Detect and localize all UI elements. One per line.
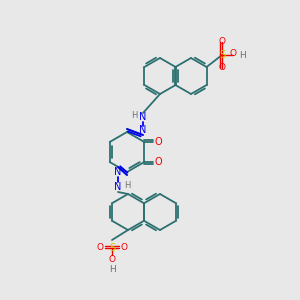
Text: N: N xyxy=(139,112,147,122)
Text: O: O xyxy=(154,137,162,147)
Text: N: N xyxy=(114,182,122,192)
Text: O: O xyxy=(230,49,236,58)
Text: O: O xyxy=(218,64,226,73)
Text: N: N xyxy=(114,167,122,177)
Text: O: O xyxy=(218,38,226,46)
Text: O: O xyxy=(109,256,116,265)
Text: S: S xyxy=(109,243,115,253)
Text: O: O xyxy=(97,244,104,253)
Text: H: H xyxy=(131,112,137,121)
Text: O: O xyxy=(121,244,128,253)
Text: O: O xyxy=(154,157,162,167)
Text: N: N xyxy=(139,125,147,135)
Text: S: S xyxy=(219,50,225,60)
Text: H: H xyxy=(124,182,130,190)
Text: H: H xyxy=(109,266,116,274)
Text: H: H xyxy=(240,50,246,59)
